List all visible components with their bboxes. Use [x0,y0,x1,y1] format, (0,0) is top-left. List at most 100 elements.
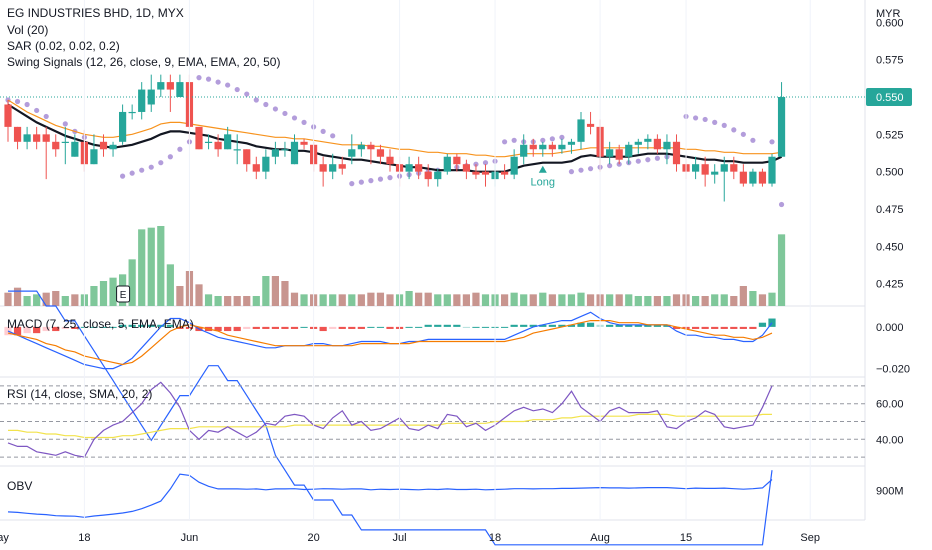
candle-body [33,134,41,142]
volume-bar [758,294,767,306]
rsi-legend[interactable]: RSI (14, close, SMA, 20, 2) [7,387,153,401]
macd-histogram-bar [453,324,461,327]
macd-histogram-bar [281,326,289,329]
macd-histogram-bar [357,326,365,329]
sar-legend[interactable]: SAR (0.02, 0.02, 0.2) [7,39,120,53]
macd-histogram-bar [539,324,547,327]
candle-body [90,149,98,165]
candle-body [195,126,203,150]
macd-histogram-bar [481,326,490,328]
macd-histogram-bar [634,324,642,327]
sar-dot [158,160,164,166]
time-axis[interactable]: May 18 Jun 20 Jul 18 Aug 15 Sep [0,0,820,544]
sar-dot [34,107,40,114]
candle-body [243,149,251,165]
volume-bar [147,227,155,306]
volume-bar [71,294,79,306]
candle-body [61,141,69,144]
macd-histogram-bar [224,326,232,332]
sar-dot [349,181,355,187]
candle-body [606,149,614,157]
sar-dot [607,163,613,169]
candle-body [424,171,432,180]
sar-dot [358,179,364,185]
volume-bar [539,292,547,306]
volume-bar [233,296,241,306]
candle-body [157,82,165,90]
macd-histogram-bar [271,326,279,329]
sar-dot [301,119,307,125]
sar-dot [225,82,231,88]
sar-dot [502,139,508,145]
macd-histogram-bar [90,326,98,328]
price-tag [866,88,912,107]
macd-histogram-bar [739,326,747,329]
volume-bar [61,296,69,306]
volume-bar [367,292,375,306]
candle-body [204,141,213,144]
candle-body [777,97,786,157]
macd-histogram-bar [23,326,31,334]
candle-body [214,141,222,150]
sar-dot [750,137,756,143]
sar-dot [587,166,594,172]
volume-bar [281,281,289,306]
candle-body [692,164,700,172]
sar-dot [234,86,240,93]
candle-body [262,156,270,172]
candles[interactable] [4,74,786,202]
sar-dot [549,136,555,142]
volume-legend[interactable]: Vol (20) [7,23,49,37]
earnings-label: E [120,290,127,301]
macd-histogram-bar [4,326,12,336]
volume-bar [329,294,337,306]
candle-body [300,141,308,145]
macd-histogram-bar [567,324,576,327]
macd-histogram-bar [290,326,299,329]
candle-body [252,164,260,172]
sar-dot [559,134,565,140]
obv-tick-label: 900M [876,485,904,497]
volume-bar [405,291,413,306]
volume-bar [252,296,260,306]
price-tick-label: 0.475 [876,204,904,216]
macd-histogram-bar [157,324,165,327]
candle-body [701,164,709,175]
time-tick-label: Jun [181,532,199,544]
volume-bar [777,234,786,306]
macd-histogram-bar [176,326,184,329]
candle-body [586,123,595,127]
sar-dot [778,201,785,208]
macd-legend[interactable]: MACD (7, 25, close, 5, EMA, EMA) [7,317,194,331]
sar-dot [282,110,288,117]
candle-body [386,156,394,165]
time-tick-label: Sep [800,532,820,544]
volume-bar [195,284,203,306]
sar-dot [263,101,269,108]
sar-dot [377,176,384,182]
macd-histogram-bar [52,326,60,332]
macd-histogram-bar [730,326,738,329]
macd-histogram-bar [338,326,346,329]
candle-body [147,89,155,105]
price-tag-label: 0.550 [876,92,904,104]
sar-dot [205,76,212,82]
signal-markers: Long E [116,165,555,303]
sar-dot [702,116,708,123]
candle-body [501,171,509,175]
macd-histogram-bar [443,324,451,327]
volume-bar [768,292,776,306]
macd-histogram-bar [71,326,79,329]
long-label: Long [531,177,555,189]
sar-dot [368,178,374,184]
candle-body [357,144,365,150]
rsi-line [7,381,773,458]
candle-body [99,141,108,150]
swing-legend[interactable]: Swing Signals (12, 26, close, 9, EMA, EM… [7,55,281,69]
macd-histogram-bar [329,326,337,329]
macd-histogram-bar [501,326,509,328]
volume-bar [625,294,633,306]
obv-legend[interactable]: OBV [7,479,33,493]
